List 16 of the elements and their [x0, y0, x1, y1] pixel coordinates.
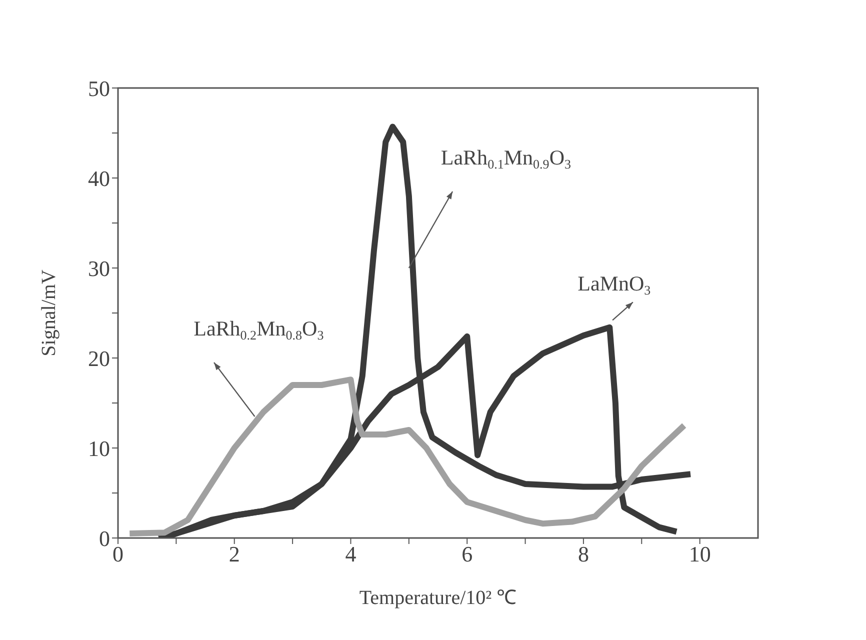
- series-label: LaRh$_{0.1}$Mn$_{0.9}$O$_{3}$: [440, 146, 572, 172]
- y-tick-label: 20: [88, 346, 110, 371]
- y-tick-label: 40: [88, 166, 110, 191]
- y-tick-label: 30: [88, 256, 110, 281]
- y-tick-label: 50: [88, 76, 110, 101]
- x-tick-label: 8: [578, 542, 589, 567]
- x-tick-label: 10: [688, 542, 711, 567]
- x-tick-label: 2: [228, 542, 240, 567]
- series-label: LaRh$_{0.2}$Mn$_{0.8}$O$_{3}$: [194, 316, 324, 342]
- x-tick-label: 4: [345, 542, 356, 567]
- x-axis-title: Temperature/10² ℃: [359, 587, 517, 609]
- x-tick-label: 6: [462, 542, 473, 567]
- y-tick-label: 10: [88, 436, 110, 461]
- y-axis-title: Signal/mV: [38, 269, 60, 356]
- y-tick-label: 0: [99, 526, 110, 551]
- series-label: LaMnO$_{3}$: [578, 272, 651, 298]
